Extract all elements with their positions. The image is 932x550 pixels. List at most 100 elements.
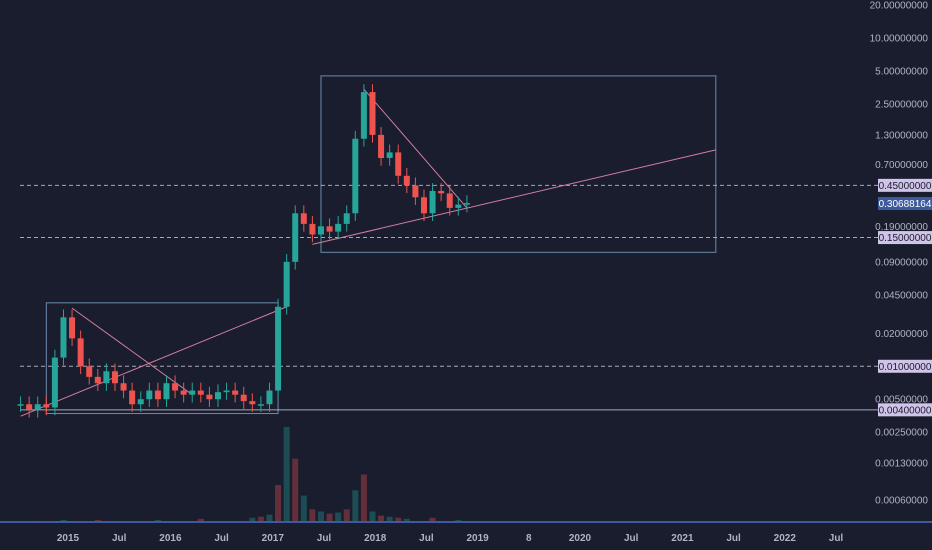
y-tick-label: 20.00000000 (870, 1, 929, 12)
volume-bar (154, 519, 161, 522)
volume-bar (326, 513, 333, 522)
x-tick-label: Jul (317, 533, 332, 544)
volume-bar (378, 515, 385, 522)
volume-bar (369, 511, 376, 522)
candle (34, 404, 41, 410)
x-tick-label: Jul (829, 533, 844, 544)
candle (180, 390, 187, 395)
candle (283, 261, 290, 307)
volume-bar (343, 509, 350, 522)
candle (429, 190, 436, 214)
x-tick-label: 8 (526, 533, 532, 544)
candle (43, 404, 50, 408)
x-tick-label: Jul (112, 533, 127, 544)
candle (214, 392, 221, 400)
trendline (20, 306, 287, 417)
level-label: 0.45000000 (879, 181, 932, 192)
candle (343, 213, 350, 224)
candle (172, 383, 179, 391)
candle (163, 383, 170, 400)
level-label: 0.00400000 (879, 405, 932, 416)
candle (60, 317, 67, 358)
volume-bar (197, 518, 204, 522)
candle (403, 175, 410, 186)
candle (197, 390, 204, 395)
current-price-label: 0.30688164 (879, 199, 932, 210)
volume-bar (429, 517, 436, 522)
trendline (312, 149, 716, 245)
volume-bar (352, 490, 359, 522)
candle (206, 394, 213, 400)
y-tick-label: 2.50000000 (875, 99, 928, 110)
candle (86, 366, 93, 377)
level-label: 0.15000000 (879, 233, 932, 244)
volume-bar (386, 516, 393, 522)
x-tick-label: 2017 (262, 533, 285, 544)
candle (438, 190, 445, 194)
x-tick-label: 2015 (57, 533, 80, 544)
x-tick-label: 2022 (774, 533, 797, 544)
candle (111, 371, 118, 384)
x-tick-label: 2016 (159, 533, 182, 544)
volume-bar (257, 516, 264, 522)
volume-bar (360, 474, 367, 522)
x-tick-label: Jul (419, 533, 434, 544)
y-tick-label: 0.09000000 (875, 257, 928, 268)
candle (26, 404, 33, 410)
candle (137, 399, 144, 405)
x-tick-label: 2018 (364, 533, 387, 544)
volume-bar (266, 514, 273, 522)
y-tick-label: 0.00130000 (875, 459, 928, 470)
candle (463, 203, 470, 205)
volume-bar (292, 458, 299, 522)
candle (446, 193, 453, 208)
candle (326, 226, 333, 232)
candle (249, 401, 256, 405)
candle (309, 223, 316, 235)
volume-bar (395, 517, 402, 522)
candle (223, 390, 230, 393)
y-tick-label: 0.00060000 (875, 496, 928, 507)
candle (395, 152, 402, 176)
y-tick-label: 0.00500000 (875, 395, 928, 406)
volume-bar (317, 511, 324, 522)
candle (129, 390, 136, 405)
level-label-bg (878, 178, 932, 192)
range-rectangle (320, 75, 717, 253)
candle (154, 390, 161, 400)
x-tick-label: 2020 (569, 533, 592, 544)
x-tick-label: Jul (726, 533, 741, 544)
y-tick-label: 0.02000000 (875, 329, 928, 340)
trendline (71, 307, 193, 396)
candle (360, 92, 367, 139)
candle (275, 306, 282, 391)
volume-bar (300, 495, 307, 522)
x-tick-label: 2021 (671, 533, 694, 544)
candle (292, 213, 299, 262)
candle (386, 152, 393, 158)
y-tick-label: 5.00000000 (875, 66, 928, 77)
volume-bar (60, 519, 67, 522)
x-tick-label: 2019 (466, 533, 489, 544)
candle (317, 226, 324, 235)
y-tick-label: 0.19000000 (875, 222, 928, 233)
x-tick-label: Jul (624, 533, 639, 544)
candle (420, 197, 427, 214)
candle (300, 213, 307, 224)
candle (378, 134, 385, 158)
candle (455, 204, 462, 208)
candle (103, 371, 110, 384)
candle (352, 138, 359, 214)
candle (369, 92, 376, 135)
candle (120, 383, 127, 391)
candle (77, 338, 84, 367)
volume-bar (275, 485, 282, 522)
volume-bar (403, 518, 410, 522)
y-tick-label: 0.04500000 (875, 290, 928, 301)
level-label-bg (878, 359, 932, 373)
candle (51, 357, 58, 408)
candle (335, 223, 342, 232)
y-tick-label: 0.00250000 (875, 428, 928, 439)
